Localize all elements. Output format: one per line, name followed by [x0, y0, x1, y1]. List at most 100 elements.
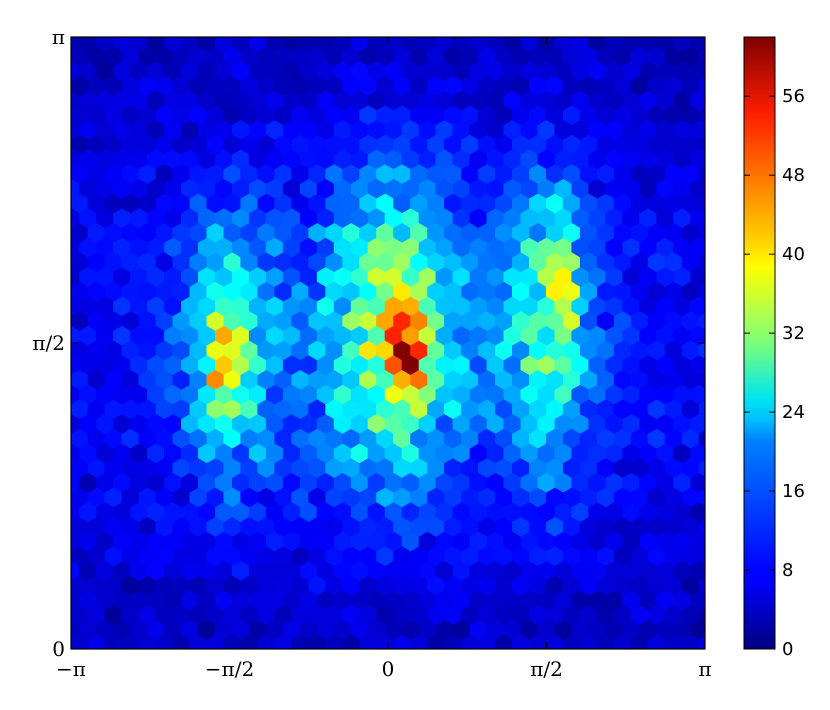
- hexbin-cell: [46, 267, 63, 287]
- hexbin-cell: [71, 197, 72, 209]
- hexbin-cell: [698, 76, 705, 95]
- hexbin-cell: [172, 648, 174, 649]
- hexbin-cell: [46, 237, 63, 257]
- hexbin-cell: [343, 17, 360, 37]
- hexbin-cell: [708, 267, 725, 287]
- hexbin-cells: [46, 17, 725, 649]
- hexbin-cell: [71, 433, 72, 444]
- hexbin-cell: [512, 17, 529, 37]
- hexbin-cell: [71, 550, 72, 562]
- hexbin-cell: [71, 80, 72, 91]
- hexbin-cell: [258, 17, 275, 37]
- hexbin-cell: [46, 561, 63, 581]
- colorbar-tick-label: 24: [782, 402, 805, 423]
- hexbin-cell: [46, 590, 63, 610]
- y-tick-label: 0: [52, 637, 65, 661]
- hexbin-cell: [71, 609, 72, 620]
- hexbin-cell: [71, 109, 72, 121]
- hexbin-cell: [708, 502, 725, 522]
- hexbin-cell: [681, 648, 683, 649]
- hexbin-cell: [648, 17, 665, 37]
- hexbin-cell: [207, 17, 224, 37]
- hexbin-cell: [71, 521, 72, 532]
- x-tick-label: 0: [382, 657, 395, 681]
- hexbin-cell: [708, 208, 725, 228]
- hexbin-cell: [46, 502, 63, 522]
- hexbin-cell: [428, 17, 445, 37]
- hexbin-cell: [708, 355, 725, 375]
- hexbin-cell: [495, 17, 512, 37]
- hexbin-cell: [71, 315, 72, 326]
- plot-area: [46, 17, 725, 650]
- hexbin-cell: [46, 149, 63, 169]
- hexbin-cell: [377, 17, 394, 37]
- hexbin-cell: [698, 341, 705, 359]
- hexbin-cell: [46, 443, 63, 463]
- x-tick-label: −π: [56, 657, 86, 681]
- hexbin-cell: [478, 17, 495, 37]
- hexbin-cell: [139, 17, 156, 37]
- hexbin-cell: [698, 253, 705, 271]
- hexbin-cell: [88, 17, 105, 37]
- hexbin-cell: [698, 400, 705, 418]
- hexbin-cell: [698, 311, 705, 330]
- hexbin-cell: [409, 648, 412, 649]
- hexbin-cell: [708, 443, 725, 463]
- hexbin-cell: [71, 227, 72, 238]
- colorbar-tick-label: 0: [782, 639, 793, 660]
- hexbin-cell: [698, 488, 705, 506]
- hexbin-cell: [341, 648, 344, 649]
- hexbin-cell: [46, 179, 63, 199]
- y-axis-ticks: 0 π/2 π: [32, 25, 705, 661]
- hexbin-cell: [71, 139, 72, 150]
- colorbar-gradient: [743, 36, 776, 650]
- hexbin-cell: [708, 149, 725, 169]
- hexbin-cell: [664, 648, 666, 649]
- hexbin-cell: [411, 17, 428, 37]
- hexbin-cell: [698, 605, 705, 624]
- hexbin-cell: [682, 17, 699, 37]
- hexbin-cell: [698, 47, 705, 65]
- hexbin-cell: [308, 648, 310, 649]
- hexbin-cell: [494, 648, 496, 649]
- x-tick-label: π: [698, 657, 711, 681]
- hexbin-cell: [121, 648, 123, 649]
- hexbin-cell: [71, 462, 72, 473]
- hexbin-cell: [275, 17, 292, 37]
- hexbin-cell: [46, 61, 63, 81]
- y-tick-label: π/2: [32, 331, 65, 355]
- hexbin-cell: [698, 106, 705, 124]
- hexbin-cell: [708, 384, 725, 404]
- hexbin-cell: [71, 286, 72, 297]
- hexbin-cell: [708, 120, 725, 140]
- hexbin-cell: [156, 17, 173, 37]
- hexbin-cell: [358, 648, 361, 649]
- hexbin-cell: [579, 648, 581, 649]
- hexbin-cell: [698, 635, 705, 649]
- hexbin-cell: [708, 32, 725, 52]
- hexbin-cell: [511, 648, 513, 649]
- hexbin-cell: [460, 648, 463, 649]
- hexbin-cell: [529, 17, 546, 37]
- colorbar-ticks: 0 8 16 24 32 40 48 56: [744, 86, 805, 660]
- hexbin-cell: [613, 648, 615, 649]
- hexbin-cell: [477, 648, 480, 649]
- hexbin-cell: [71, 17, 88, 37]
- hexbin-cell: [71, 403, 72, 415]
- hexbin-cell: [309, 17, 326, 37]
- colorbar: 0 8 16 24 32 40 48 56: [743, 36, 805, 660]
- hexbin-cell: [46, 473, 63, 493]
- hexbin-cell: [698, 458, 705, 477]
- x-axis-ticks: −π −π/2 0 π/2 π: [56, 37, 712, 681]
- hexbin-cell: [443, 648, 446, 649]
- hexbin-cell: [324, 648, 327, 649]
- hexbin-cell: [224, 17, 241, 37]
- hexbin-cell: [360, 17, 377, 37]
- hexbin-cell: [71, 580, 72, 591]
- hexbin-cell: [394, 17, 411, 37]
- hexbin-cell: [708, 296, 725, 316]
- colorbar-tick-label: 48: [782, 165, 805, 186]
- hexbin-cell: [563, 17, 580, 37]
- hexbin-cell: [631, 17, 648, 37]
- hexbin-cell: [708, 61, 725, 81]
